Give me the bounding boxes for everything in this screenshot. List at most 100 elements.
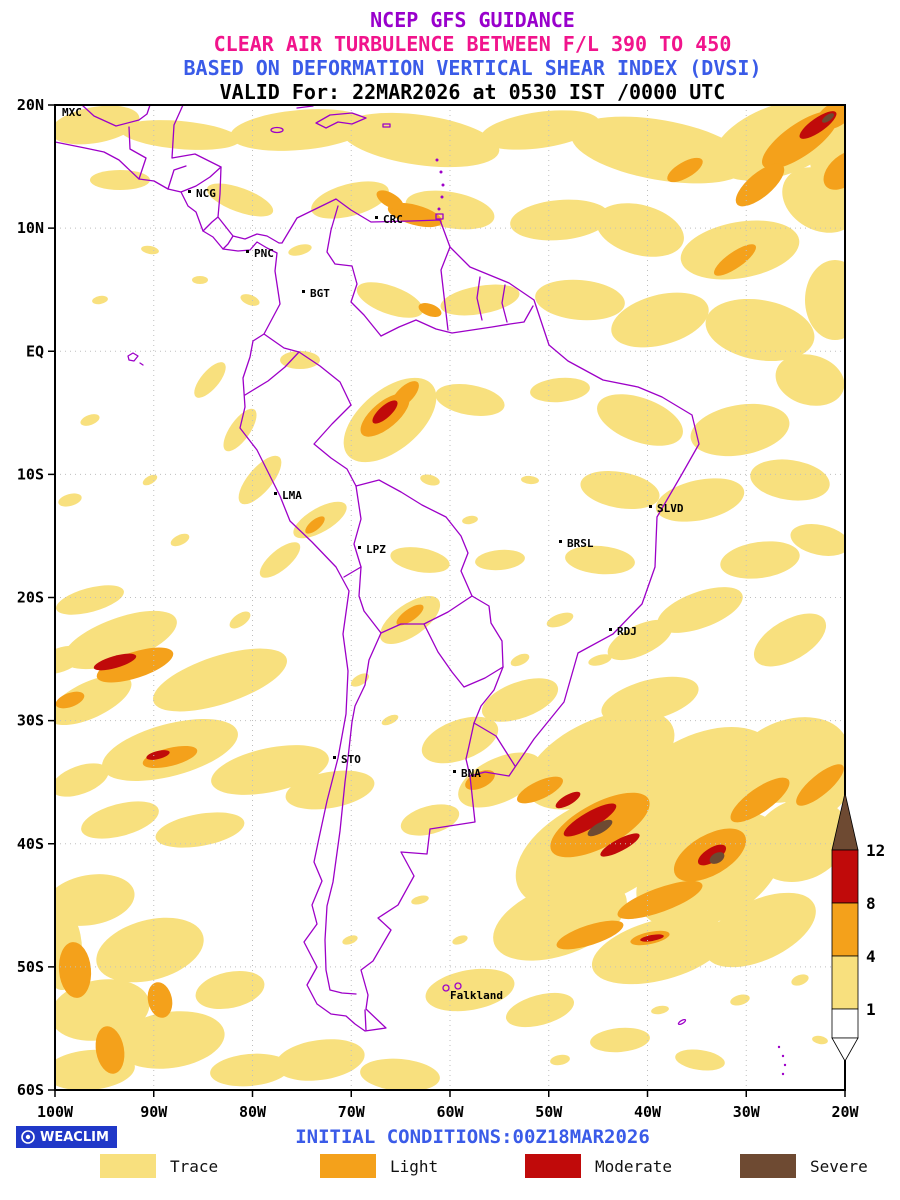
border-paraguay-argentina <box>423 623 504 688</box>
turbulence-contour-light <box>96 647 174 683</box>
turbulence-contour-trace <box>63 610 177 670</box>
turbulence-contour-moderate <box>697 844 727 866</box>
turbulence-contour-trace <box>601 676 699 724</box>
turbulence-contour-moderate <box>555 791 581 809</box>
turbulence-contour-trace <box>596 203 684 257</box>
turbulence-contour-trace <box>730 994 750 1006</box>
y-axis-tick-label: 30S <box>17 712 44 730</box>
turbulence-contour-moderate <box>600 833 640 857</box>
city-marker <box>358 546 361 549</box>
turbulence-contour-trace <box>56 585 124 615</box>
turbulence-contour-trace <box>390 547 450 573</box>
legend-label-trace: Trace <box>170 1156 219 1176</box>
city-label: LMA <box>282 489 302 502</box>
turbulence-contour-light <box>418 303 442 317</box>
turbulence-contour-trace <box>411 895 429 905</box>
island-antilles-dot <box>435 158 439 162</box>
turbulence-contour-light <box>735 163 785 207</box>
border-bolivia-brazil <box>355 479 473 597</box>
turbulence-contour-trace <box>480 110 600 150</box>
border-honduras-nicaragua <box>180 166 222 193</box>
turbulence-contour-trace <box>510 199 610 241</box>
colorbar-label: 1 <box>866 1000 876 1019</box>
turbulence-contour-trace <box>651 1005 669 1015</box>
city-marker <box>302 290 305 293</box>
turbulence-contour-light <box>55 691 85 709</box>
x-axis-tick-label: 50W <box>535 1103 563 1121</box>
turbulence-contour-trace <box>458 752 542 808</box>
y-axis-tick-label: 10S <box>17 465 44 483</box>
legend-swatch-light <box>320 1154 376 1178</box>
turbulence-contour-trace <box>194 362 226 398</box>
gulf-coast-path <box>81 105 151 127</box>
legend-item-severe: Severe <box>740 1154 868 1178</box>
colorbar-label: 8 <box>866 894 876 913</box>
island-antilles-dot <box>437 207 441 211</box>
y-axis-tick-label: 40S <box>17 835 44 853</box>
turbulence-contour-trace <box>530 377 590 403</box>
turbulence-contour-trace <box>790 524 845 556</box>
turbulence-contour-trace <box>720 541 800 579</box>
y-axis-tick-label: 60S <box>17 1081 44 1099</box>
turbulence-contour-trace <box>58 493 82 507</box>
turbulence-contour-trace <box>142 474 158 486</box>
city-marker <box>453 770 456 773</box>
city-label: NCG <box>196 187 216 200</box>
turbulence-contour-trace <box>223 408 257 452</box>
island-sandwich-dot <box>783 1063 787 1067</box>
turbulence-contour-light <box>396 604 424 626</box>
turbulence-contour-trace <box>240 294 260 306</box>
turbulence-contour-trace <box>775 354 845 406</box>
colorbar-segment-trace <box>831 955 859 1010</box>
city-label: BNA <box>461 767 481 780</box>
turbulence-contour-light <box>376 190 404 210</box>
colorbar: 12 8 4 1 <box>831 792 885 1062</box>
turbulence-contour-trace <box>153 648 287 712</box>
city-label: MXC <box>62 106 82 119</box>
border-brazil-argentina <box>473 666 504 724</box>
turbulence-contour-trace <box>55 645 84 675</box>
island-sandwich-dot <box>781 1054 785 1058</box>
turbulence-contour-trace <box>435 384 505 416</box>
city-label: STO <box>341 753 361 766</box>
city-label: LPZ <box>366 543 386 556</box>
turbulence-contour-severe <box>822 113 834 123</box>
border-brazil-uruguay <box>473 722 516 767</box>
turbulence-contour-trace <box>462 515 478 525</box>
island-galapagos <box>127 352 144 366</box>
title-method: BASED ON DEFORMATION VERTICAL SHEAR INDE… <box>183 56 762 80</box>
turbulence-contour-moderate <box>640 934 664 942</box>
turbulence-contour-moderate <box>93 653 137 671</box>
city-marker <box>559 540 562 543</box>
border-guyana-suriname <box>476 276 483 321</box>
grid-layer <box>55 105 845 1090</box>
turbulence-contour-trace <box>546 612 574 628</box>
city-label: SLVD <box>657 502 684 515</box>
island-antilles-dot <box>440 195 444 199</box>
legend-swatch-moderate <box>525 1154 581 1178</box>
turbulence-contour-trace <box>571 116 749 184</box>
island-antilles-dot <box>441 183 445 187</box>
turbulence-contour-trace <box>81 801 159 839</box>
turbulence-contour-trace <box>550 1054 570 1066</box>
border-paraguay-brazil <box>471 595 504 668</box>
turbulence-contour-light <box>796 764 844 806</box>
turbulence-contour-trace <box>812 1035 828 1045</box>
turbulence-contour-trace <box>611 292 709 348</box>
city-label: PNC <box>254 247 274 260</box>
turbulence-contour-trace <box>195 970 265 1010</box>
turbulence-contour-light <box>95 1026 125 1074</box>
turbulence-contour-trace <box>350 673 370 687</box>
turbulence-contour-trace <box>565 545 635 575</box>
turbulence-contour-light <box>714 244 756 276</box>
turbulence-contour-trace <box>80 414 100 426</box>
turbulence-contour-trace <box>420 474 440 486</box>
border-suriname-guiana <box>501 284 508 323</box>
legend-swatch-trace <box>100 1154 156 1178</box>
turbulence-contour-trace <box>440 284 520 316</box>
x-axis-tick-label: 40W <box>634 1103 662 1121</box>
turbulence-contour-trace <box>400 804 460 836</box>
turbulence-contour-trace <box>655 478 745 522</box>
turbulence-contour-trace <box>704 892 816 968</box>
